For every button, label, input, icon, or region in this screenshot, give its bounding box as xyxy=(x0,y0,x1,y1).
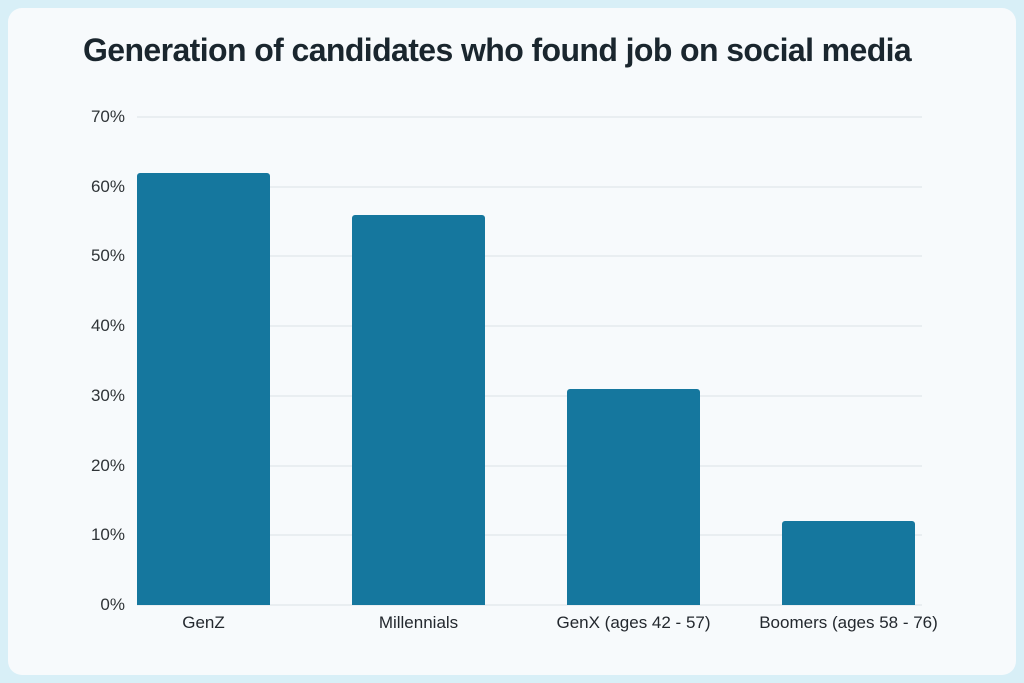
bar-chart-plot-area: 0% 10% 20% 30% 40% 50% 60% 70% GenZ Millennials Ge… xyxy=(91,107,938,632)
y-axis-tick-label: 50% xyxy=(90,246,125,266)
bar xyxy=(782,521,915,605)
chart-title: Generation of candidates who found job o… xyxy=(83,32,912,68)
x-axis-category-label: GenZ xyxy=(182,613,225,632)
gridline xyxy=(137,325,922,328)
gridline xyxy=(137,255,922,258)
y-axis-tick-label: 0% xyxy=(100,595,125,614)
y-axis-tick-label: 30% xyxy=(90,385,125,405)
y-axis-tick-label: 20% xyxy=(90,455,125,475)
y-axis-tick-label: 40% xyxy=(90,316,125,336)
x-axis-category-label: Millennials xyxy=(378,613,459,632)
gridline xyxy=(137,604,922,606)
gridline xyxy=(137,464,922,467)
bar xyxy=(567,388,700,605)
bar xyxy=(352,214,485,605)
gridline xyxy=(137,534,922,537)
gridline xyxy=(137,116,922,118)
gridline xyxy=(137,394,922,397)
gridline xyxy=(137,185,922,188)
y-axis-tick-label: 70% xyxy=(90,107,125,126)
x-axis-category-label: Boomers (ages 58 - 76) xyxy=(759,613,938,632)
y-axis-tick-label: 60% xyxy=(90,176,125,196)
x-axis-category-label: GenX (ages 42 - 57) xyxy=(556,613,711,632)
y-axis-tick-label: 10% xyxy=(90,525,125,545)
bar xyxy=(137,172,270,605)
chart-card: Generation of candidates who found job o… xyxy=(8,8,1016,675)
